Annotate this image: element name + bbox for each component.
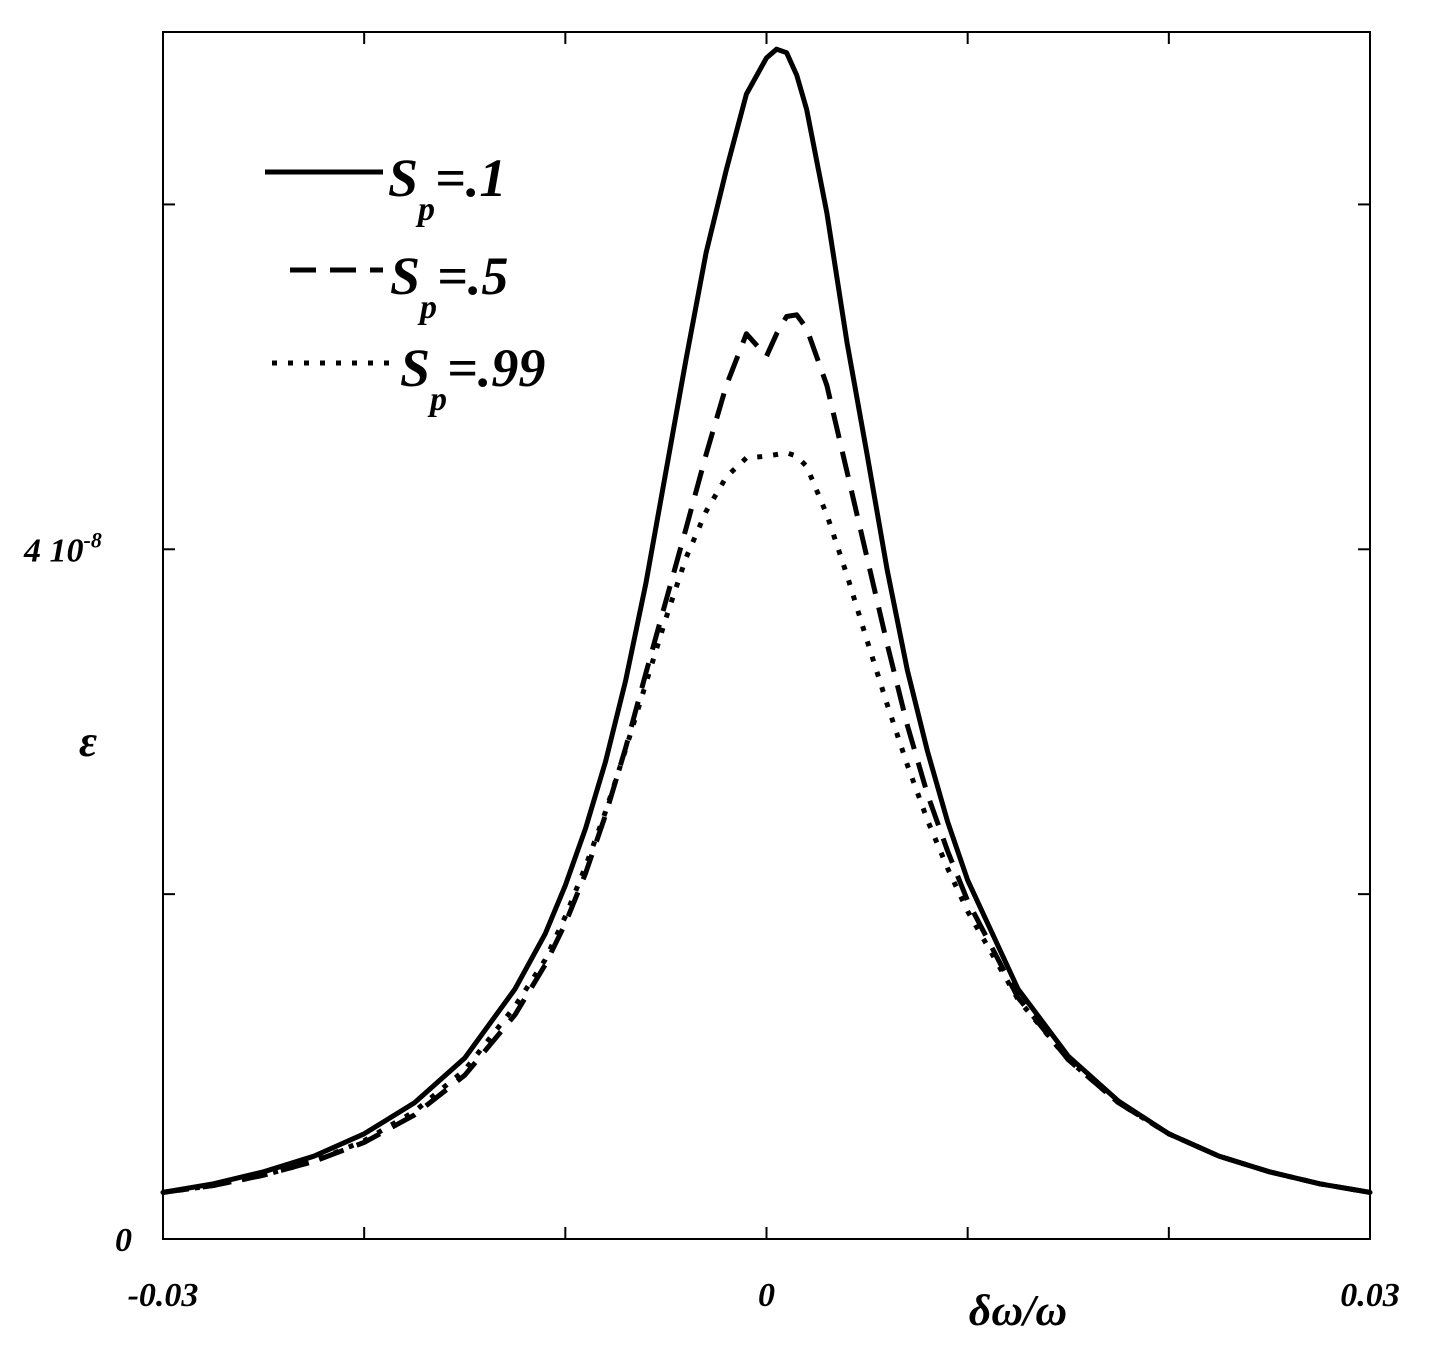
legend-label-value: =.1 <box>435 148 506 208</box>
legend-label-sub: p <box>417 289 437 326</box>
legend-label: Sp=.5 <box>390 246 508 326</box>
series-line-solid <box>160 46 1373 1195</box>
y-axis-label: ε <box>79 717 97 766</box>
legend-label-value: =.99 <box>447 338 545 398</box>
legend-entry: Sp=.1 <box>265 148 506 228</box>
y-tick-label-text: 4 10 <box>23 532 84 569</box>
plot-frame <box>162 31 1371 1240</box>
legend-label-base: S <box>388 148 418 208</box>
x-tick-label: -0.03 <box>128 1277 199 1314</box>
legend-label-sub: p <box>427 381 447 418</box>
series-layer <box>160 46 1373 1195</box>
legend-label-sub: p <box>415 191 435 228</box>
x-tick-label: 0.03 <box>1340 1277 1400 1314</box>
legend-label-base: S <box>390 246 420 306</box>
legend-entry: Sp=.99 <box>272 338 545 418</box>
y-tick-label-exponent: -8 <box>84 527 102 552</box>
legend-label-base: S <box>400 338 430 398</box>
series-line-dashed <box>162 312 1371 1195</box>
ticks <box>163 32 1370 1239</box>
legend-label: Sp=.1 <box>388 148 506 228</box>
legend-entry: Sp=.5 <box>290 246 508 326</box>
y-tick-label: 0 <box>115 1222 132 1259</box>
y-tick-label-text: 0 <box>115 1222 132 1259</box>
y-tick-label: 4 10-8 <box>23 527 102 569</box>
x-axis-label: δω/ω <box>969 1286 1067 1335</box>
legend-label-value: =.5 <box>437 246 508 306</box>
legend: Sp=.1 Sp=.5 Sp=.99 <box>265 148 545 418</box>
series-line-dotted <box>162 450 1371 1195</box>
x-tick-label: 0 <box>758 1277 775 1314</box>
legend-label: Sp=.99 <box>400 338 545 418</box>
